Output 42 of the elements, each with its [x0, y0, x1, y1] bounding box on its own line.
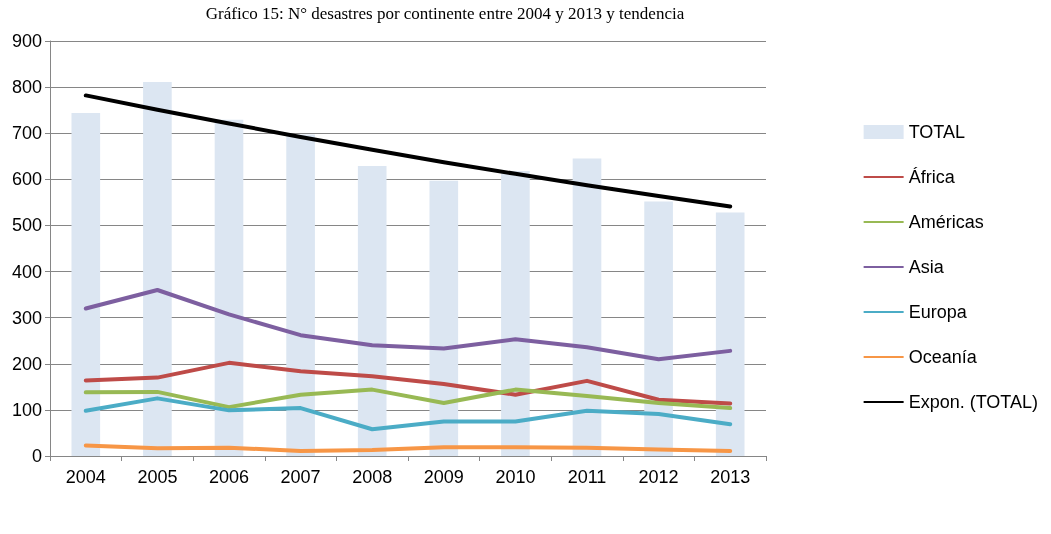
x-tick-label: 2012	[638, 467, 679, 487]
bar	[644, 201, 673, 456]
y-tick-label: 300	[11, 307, 42, 328]
line-series	[83, 360, 733, 406]
bar	[357, 165, 387, 456]
x-tick-label: 2010	[495, 467, 536, 487]
y-tick-label: 0	[31, 446, 42, 466]
x-tick-label: 2013	[710, 467, 751, 487]
line-series	[83, 396, 733, 432]
y-tick-label: 700	[11, 123, 42, 144]
y-tick-label: 800	[11, 77, 42, 98]
y-tick-label: 200	[11, 353, 42, 374]
bar	[214, 119, 244, 456]
bar	[572, 158, 602, 456]
legend-label: Europa	[908, 302, 968, 322]
y-tick-label: 600	[11, 169, 42, 190]
line-series	[83, 387, 733, 411]
legend-label: Asia	[908, 257, 945, 277]
x-tick-label: 2005	[137, 467, 178, 487]
bar	[71, 112, 101, 456]
x-tick-label: 2007	[280, 467, 321, 487]
bar	[143, 82, 172, 456]
legend-label: Américas	[908, 212, 984, 232]
bar	[501, 171, 530, 456]
x-tick-label: 2009	[423, 467, 464, 487]
legend-label: TOTAL	[908, 122, 965, 142]
bar	[429, 180, 459, 456]
bar	[715, 212, 745, 456]
y-tick-label: 400	[11, 261, 42, 282]
line-series	[83, 288, 733, 362]
legend-label: África	[908, 167, 956, 187]
x-tick-label: 2011	[567, 467, 607, 487]
x-tick-label: 2008	[352, 467, 393, 487]
line-series	[83, 93, 733, 209]
y-tick-label: 500	[11, 215, 42, 236]
x-tick-label: 2006	[208, 467, 250, 487]
x-tick-label: 2004	[65, 467, 106, 487]
legend-label: Expon. (TOTAL)	[908, 392, 1038, 412]
y-tick-label: 100	[11, 399, 42, 420]
chart-title: Gráfico 15: N° desastres por continente entre 2004 y 2013 y tendencia	[205, 4, 685, 23]
legend-label: Oceanía	[908, 347, 978, 367]
y-tick-label: 900	[11, 31, 42, 51]
